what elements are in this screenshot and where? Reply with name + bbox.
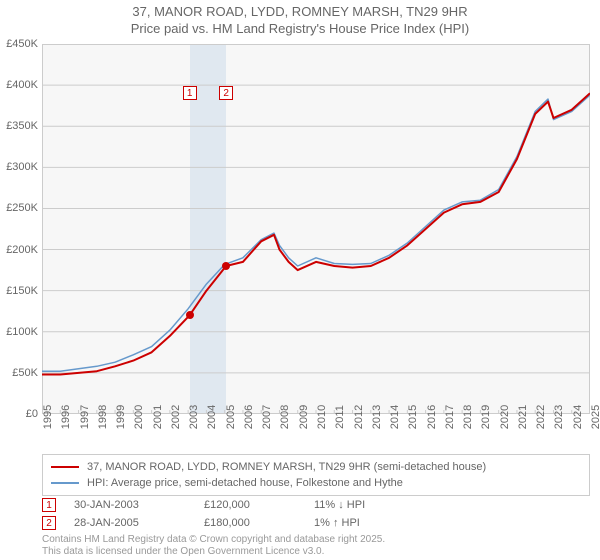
y-axis-label: £50K [12,367,38,379]
y-axis-label: £200K [6,244,38,256]
x-axis-label: 2003 [188,405,200,429]
x-axis-label: 2001 [152,405,164,429]
x-axis-label: 2025 [590,405,600,429]
title-block: 37, MANOR ROAD, LYDD, ROMNEY MARSH, TN29… [0,0,600,38]
legend-label: 37, MANOR ROAD, LYDD, ROMNEY MARSH, TN29… [87,461,486,473]
table-row: 1 30-JAN-2003 £120,000 11% ↓ HPI [42,496,590,514]
x-axis-label: 2007 [261,405,273,429]
y-axis-label: £250K [6,202,38,214]
y-axis-label: £0 [26,408,38,420]
x-axis-label: 2011 [334,405,346,429]
x-axis-label: 2013 [371,405,383,429]
x-axis-label: 1995 [42,405,54,429]
x-axis-label: 2023 [553,405,565,429]
chart-container: 37, MANOR ROAD, LYDD, ROMNEY MARSH, TN29… [0,0,600,560]
sale-date: 30-JAN-2003 [74,499,204,511]
y-axis-label: £450K [6,38,38,50]
x-axis-label: 2008 [279,405,291,429]
sale-marker-box: 2 [219,86,233,100]
y-axis-label: £300K [6,161,38,173]
footer: Contains HM Land Registry data © Crown c… [42,534,385,558]
y-axis-label: £150K [6,285,38,297]
y-axis-label: £100K [6,326,38,338]
x-axis-label: 2000 [133,405,145,429]
x-axis-label: 2014 [389,405,401,429]
legend-row: HPI: Average price, semi-detached house,… [51,475,581,491]
legend-row: 37, MANOR ROAD, LYDD, ROMNEY MARSH, TN29… [51,459,581,475]
x-axis-label: 2016 [426,405,438,429]
x-axis-label: 1998 [97,405,109,429]
y-axis-label: £350K [6,120,38,132]
legend: 37, MANOR ROAD, LYDD, ROMNEY MARSH, TN29… [42,454,590,496]
legend-label: HPI: Average price, semi-detached house,… [87,477,403,489]
title-address: 37, MANOR ROAD, LYDD, ROMNEY MARSH, TN29… [0,4,600,21]
sale-dot [222,262,230,270]
x-axis-label: 2019 [480,405,492,429]
x-axis-label: 2015 [407,405,419,429]
x-axis-label: 2010 [316,405,328,429]
sale-price: £120,000 [204,499,314,511]
table-row: 2 28-JAN-2005 £180,000 1% ↑ HPI [42,514,590,532]
sale-marker-box: 1 [183,86,197,100]
x-axis-label: 2002 [170,405,182,429]
x-axis-label: 2017 [444,405,456,429]
x-axis-label: 1997 [79,405,91,429]
sale-pct: 1% ↑ HPI [314,517,414,529]
x-axis-label: 2006 [243,405,255,429]
legend-swatch [51,466,79,468]
sale-pct: 11% ↓ HPI [314,499,414,511]
chart-area: £0£50K£100K£150K£200K£250K£300K£350K£400… [42,44,590,414]
sale-price: £180,000 [204,517,314,529]
x-axis-label: 2024 [572,405,584,429]
series-svg [42,44,590,414]
sales-table: 1 30-JAN-2003 £120,000 11% ↓ HPI 2 28-JA… [42,496,590,532]
x-axis-label: 1996 [60,405,72,429]
x-axis-label: 2022 [535,405,547,429]
x-axis-label: 2012 [353,405,365,429]
x-axis-label: 2021 [517,405,529,429]
y-axis-label: £400K [6,79,38,91]
title-sub: Price paid vs. HM Land Registry's House … [0,21,600,38]
footer-line: Contains HM Land Registry data © Crown c… [42,534,385,546]
x-axis-label: 2005 [225,405,237,429]
sale-dot [186,311,194,319]
sale-marker-icon: 1 [42,498,56,512]
x-axis-label: 2009 [298,405,310,429]
x-axis-label: 2004 [206,405,218,429]
x-axis-label: 2020 [499,405,511,429]
legend-swatch [51,482,79,484]
sale-marker-icon: 2 [42,516,56,530]
x-axis-label: 2018 [462,405,474,429]
sale-date: 28-JAN-2005 [74,517,204,529]
footer-line: This data is licensed under the Open Gov… [42,546,385,558]
x-axis-label: 1999 [115,405,127,429]
